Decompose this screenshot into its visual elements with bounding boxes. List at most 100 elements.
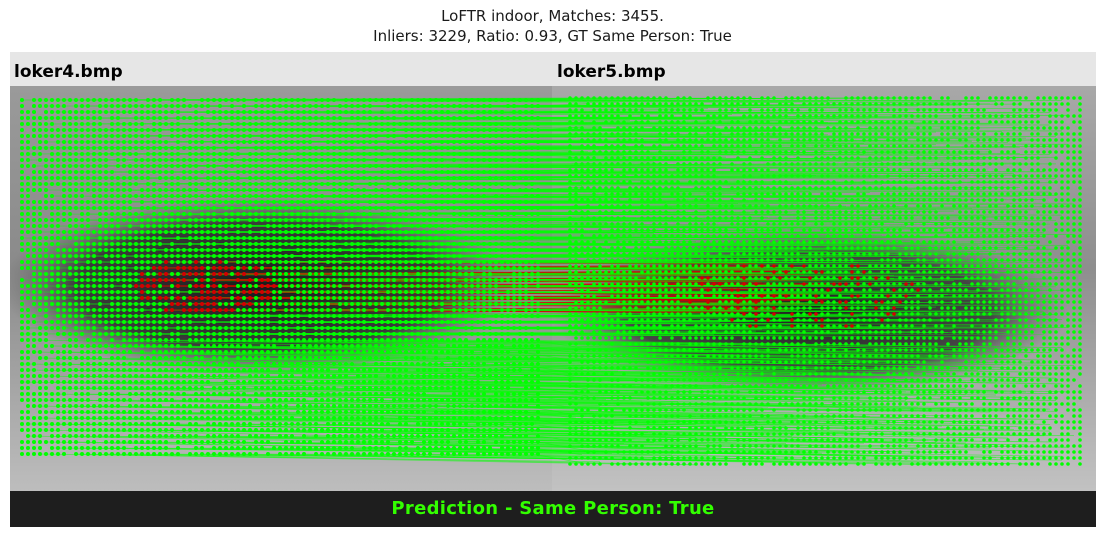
keypoint xyxy=(98,356,102,360)
keypoint xyxy=(536,152,540,156)
keypoint xyxy=(404,290,408,294)
keypoint xyxy=(98,146,102,150)
keypoint xyxy=(506,308,510,312)
keypoint xyxy=(32,164,36,168)
keypoint xyxy=(308,266,312,270)
match-line xyxy=(435,411,997,423)
keypoint xyxy=(92,146,96,150)
keypoint xyxy=(464,152,468,156)
keypoint xyxy=(32,350,36,354)
keypoint xyxy=(110,380,114,384)
keypoint xyxy=(338,374,342,378)
keypoint xyxy=(362,152,366,156)
keypoint xyxy=(62,398,66,402)
keypoint xyxy=(296,152,300,156)
keypoint xyxy=(356,386,360,390)
keypoint xyxy=(26,320,30,324)
keypoint xyxy=(86,308,90,312)
keypoint xyxy=(32,338,36,342)
keypoint xyxy=(518,230,522,234)
keypoint xyxy=(374,188,378,192)
keypoint xyxy=(404,230,408,234)
keypoint xyxy=(308,182,312,186)
keypoint xyxy=(176,338,180,342)
keypoint xyxy=(314,392,318,396)
keypoint xyxy=(86,302,90,306)
keypoint xyxy=(74,242,78,246)
keypoint xyxy=(272,242,276,246)
keypoint xyxy=(446,248,450,252)
keypoint xyxy=(296,110,300,114)
keypoint xyxy=(116,362,120,366)
keypoint xyxy=(74,326,78,330)
keypoint xyxy=(116,326,120,330)
keypoint xyxy=(398,152,402,156)
keypoint xyxy=(242,332,246,336)
keypoint xyxy=(212,266,216,270)
keypoint xyxy=(170,98,174,102)
keypoint xyxy=(140,200,144,204)
matches-canvas xyxy=(10,86,1096,491)
keypoint xyxy=(446,332,450,336)
keypoint xyxy=(380,122,384,126)
keypoint xyxy=(524,140,528,144)
keypoint xyxy=(194,158,198,162)
keypoint xyxy=(434,218,438,222)
keypoint xyxy=(374,122,378,126)
keypoint xyxy=(422,368,426,372)
keypoint xyxy=(386,386,390,390)
keypoint xyxy=(146,362,150,366)
keypoint xyxy=(356,368,360,372)
keypoint xyxy=(74,296,78,300)
keypoint xyxy=(290,314,294,318)
keypoint xyxy=(80,230,84,234)
keypoint xyxy=(494,278,498,282)
keypoint xyxy=(74,224,78,228)
keypoint xyxy=(398,230,402,234)
keypoint xyxy=(350,356,354,360)
keypoint xyxy=(296,392,300,396)
keypoint xyxy=(416,134,420,138)
keypoint xyxy=(362,392,366,396)
keypoint xyxy=(248,338,252,342)
keypoint xyxy=(140,170,144,174)
keypoint xyxy=(332,326,336,330)
match-line xyxy=(363,357,925,370)
keypoint xyxy=(356,392,360,396)
keypoint xyxy=(38,212,42,216)
keypoint xyxy=(230,206,234,210)
keypoint xyxy=(494,212,498,216)
keypoint xyxy=(104,350,108,354)
keypoint xyxy=(104,146,108,150)
keypoint xyxy=(242,170,246,174)
keypoint xyxy=(38,182,42,186)
keypoint xyxy=(188,230,192,234)
keypoint xyxy=(422,272,426,276)
match-line xyxy=(369,97,931,101)
keypoint xyxy=(248,122,252,126)
keypoint xyxy=(176,374,180,378)
keypoint xyxy=(152,98,156,102)
keypoint xyxy=(134,296,138,300)
keypoint xyxy=(338,152,342,156)
keypoint xyxy=(410,110,414,114)
keypoint xyxy=(68,350,72,354)
keypoint xyxy=(74,344,78,348)
keypoint xyxy=(194,284,198,288)
match-line xyxy=(345,381,907,393)
keypoint xyxy=(320,266,324,270)
keypoint xyxy=(104,380,108,384)
match-line xyxy=(309,321,871,326)
keypoint xyxy=(524,206,528,210)
keypoint xyxy=(308,284,312,288)
keypoint xyxy=(326,248,330,252)
keypoint xyxy=(428,122,432,126)
keypoint xyxy=(224,200,228,204)
keypoint xyxy=(350,200,354,204)
keypoint xyxy=(158,200,162,204)
keypoint xyxy=(434,104,438,108)
match-line xyxy=(519,253,571,257)
keypoint xyxy=(308,176,312,180)
keypoint xyxy=(338,350,342,354)
keypoint xyxy=(32,224,36,228)
